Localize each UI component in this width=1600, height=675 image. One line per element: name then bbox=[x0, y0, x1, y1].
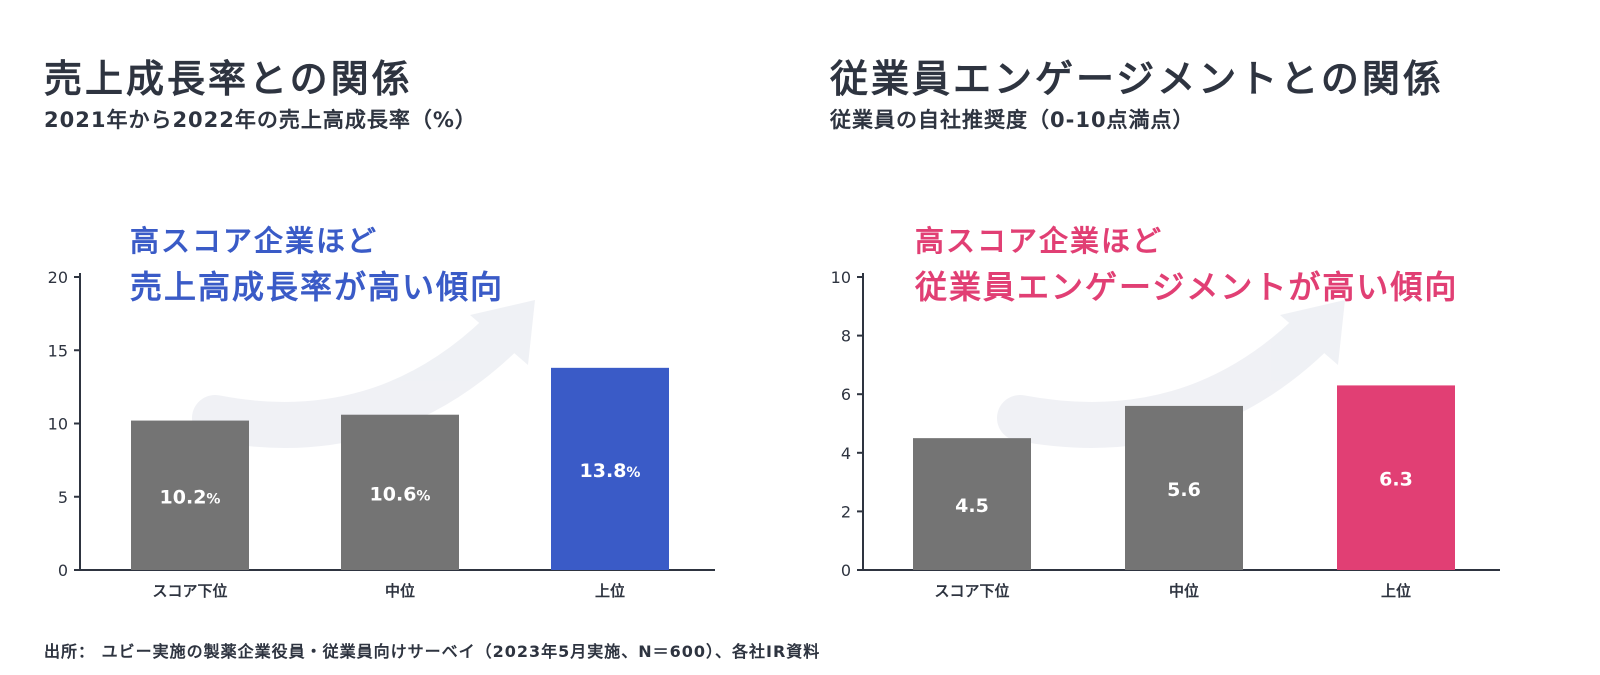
left-bar-chart: 0 5 10 15 20 10.2% スコア下位 10.6% 中位 13.8% 上位 bbox=[48, 268, 715, 600]
bar-1 bbox=[131, 420, 249, 570]
bar-1 bbox=[913, 438, 1031, 570]
x-category-label: 上位 bbox=[595, 582, 625, 600]
bar-value-unit: % bbox=[626, 465, 640, 481]
x-category-label: 中位 bbox=[1169, 582, 1199, 600]
x-category-label: 上位 bbox=[1381, 582, 1411, 600]
trend-arrow-body bbox=[192, 312, 523, 448]
right-chart-subtitle: 従業員の自社推奨度（0-10点満点） bbox=[830, 108, 1195, 132]
x-category-label: スコア下位 bbox=[152, 582, 227, 600]
y-tick-label: 20 bbox=[48, 268, 68, 287]
right-callout-line1: 高スコア企業ほど bbox=[915, 224, 1164, 258]
right-chart-title: 従業員エンゲージメントとの関係 bbox=[830, 57, 1444, 101]
y-tick-label: 8 bbox=[841, 327, 851, 346]
y-tick-label: 10 bbox=[48, 415, 68, 434]
bar-value-unit: % bbox=[416, 488, 430, 504]
y-tick-label: 5 bbox=[58, 488, 68, 507]
trend-arrow-head bbox=[470, 300, 535, 365]
y-tick-label: 0 bbox=[841, 561, 851, 580]
left-callout-line1: 高スコア企業ほど bbox=[130, 224, 379, 258]
left-chart-title: 売上成長率との関係 bbox=[44, 57, 413, 101]
right-bar-chart: 0 2 4 6 8 10 4.5 スコア下位 5.6 中位 6.3 上位 bbox=[831, 268, 1500, 600]
bar-value-label: 5.6 bbox=[1167, 479, 1201, 501]
y-tick-label: 2 bbox=[841, 502, 851, 521]
bar-value-label: 4.5 bbox=[955, 495, 989, 517]
bar-value-unit: % bbox=[206, 491, 220, 507]
x-category-label: 中位 bbox=[385, 582, 415, 600]
y-tick-label: 0 bbox=[58, 561, 68, 580]
right-callout-line2: 従業員エンゲージメントが高い傾向 bbox=[915, 268, 1459, 306]
y-tick-label: 15 bbox=[48, 341, 68, 360]
bar-value-label: 13.8% bbox=[580, 460, 641, 482]
source-note: 出所： ユビー実施の製薬企業役員・従業員向けサーベイ（2023年5月実施、N＝6… bbox=[44, 642, 821, 661]
y-tick-label: 6 bbox=[841, 385, 851, 404]
y-tick-label: 10 bbox=[831, 268, 851, 287]
trend-arrow-icon bbox=[192, 300, 535, 448]
bar-value-label: 10.6% bbox=[370, 483, 431, 505]
left-chart-subtitle: 2021年から2022年の売上高成長率（%） bbox=[44, 108, 477, 132]
bar-value-label: 6.3 bbox=[1379, 469, 1413, 491]
y-tick-label: 4 bbox=[841, 444, 851, 463]
bar-3 bbox=[1337, 385, 1455, 570]
x-category-label: スコア下位 bbox=[934, 582, 1009, 600]
bar-value-label: 10.2% bbox=[160, 486, 221, 508]
trend-arrow-head bbox=[1280, 300, 1345, 365]
bar-3 bbox=[551, 367, 669, 570]
left-callout-line2: 売上高成長率が高い傾向 bbox=[130, 268, 505, 306]
bar-2 bbox=[1125, 405, 1243, 570]
bar-2 bbox=[341, 414, 459, 570]
